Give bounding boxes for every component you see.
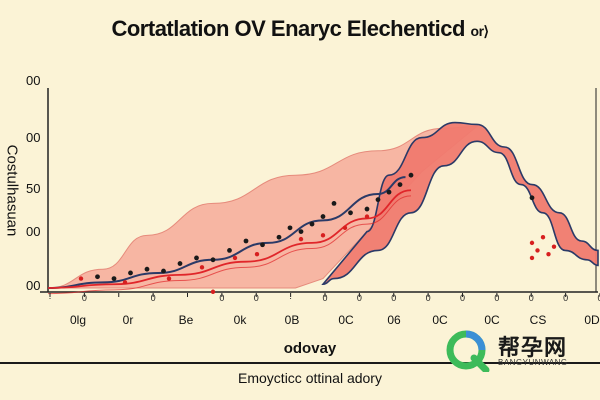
- black-data-point: [397, 182, 403, 188]
- x-tick-bottom-label: 0B: [285, 313, 300, 327]
- red-data-point: [232, 255, 238, 261]
- black-data-point: [298, 229, 304, 235]
- black-data-point: [320, 214, 326, 219]
- x-tick-top-label: 0: [460, 293, 465, 303]
- black-data-point: [287, 225, 293, 231]
- x-tick-bottom-label: 0D: [584, 313, 600, 327]
- red-data-point: [298, 236, 304, 242]
- y-tick-label: 00: [26, 278, 40, 293]
- x-tick-bottom-label: 0lg: [70, 313, 86, 327]
- x-tick-top-label: 0: [529, 293, 534, 303]
- black-data-point: [128, 270, 133, 276]
- red-trend-line-secondary: [47, 195, 412, 295]
- black-data-point: [529, 195, 535, 201]
- red-data-point: [546, 251, 551, 257]
- x-tick-top-label: 0: [254, 293, 259, 303]
- red-data-point: [535, 248, 540, 253]
- red-peak-area: [321, 121, 599, 286]
- y-tick-label: 00: [26, 73, 40, 88]
- red-data-point: [540, 235, 546, 240]
- x-axis-label: odovay: [283, 340, 337, 357]
- red-data-point: [551, 244, 557, 249]
- black-data-point: [408, 172, 414, 178]
- black-data-point: [243, 238, 249, 244]
- watermark-logo-icon: [446, 330, 490, 372]
- x-tick-top-label: 0: [597, 293, 600, 303]
- x-tick-top-label: 0: [219, 293, 224, 303]
- watermark-name: 帮孕网: [498, 335, 568, 360]
- x-tick-top-label: 0: [322, 293, 327, 303]
- black-data-point: [227, 248, 232, 253]
- footer-divider: [0, 362, 600, 364]
- chart-caption: Emoycticc ottinal adory: [238, 370, 382, 386]
- black-data-point: [260, 242, 265, 248]
- x-tick-bottom-label: 0C: [338, 313, 354, 327]
- black-data-point: [348, 210, 353, 216]
- black-data-point: [375, 197, 381, 203]
- black-data-point: [364, 206, 370, 212]
- chart-title: Cortatlation OV Enaryc Elechenticd or⟩: [0, 16, 600, 42]
- x-tick-top-label: ·: [49, 293, 52, 303]
- black-data-point: [309, 221, 315, 227]
- black-data-point: [144, 266, 150, 272]
- black-data-point: [111, 276, 117, 281]
- black-data-point: [161, 268, 166, 274]
- x-tick-top-label: ·: [289, 293, 292, 303]
- red-data-point: [529, 240, 535, 246]
- x-tick-top-label: 0: [391, 293, 396, 303]
- x-tick-bottom-label: 0C: [432, 313, 448, 327]
- black-data-point: [276, 234, 282, 240]
- black-data-point: [177, 261, 183, 266]
- black-data-point: [331, 201, 337, 206]
- black-data-point: [194, 255, 199, 261]
- chart-title-suffix: or⟩: [470, 23, 489, 39]
- red-data-point: [122, 280, 128, 285]
- y-tick-label: 00: [26, 224, 40, 239]
- x-tick-top-label: 0: [426, 293, 431, 303]
- watermark: 帮孕网 BANGYUNWANG: [446, 330, 596, 372]
- red-data-point: [199, 265, 205, 270]
- x-tick-top-label: 0: [357, 293, 362, 303]
- y-tick-label: 00: [26, 130, 40, 145]
- watermark-subtitle: BANGYUNWANG: [498, 358, 568, 367]
- x-tick-bottom-label: Be: [179, 313, 194, 327]
- red-data-point: [342, 225, 348, 231]
- red-data-point: [529, 255, 535, 261]
- red-data-point: [320, 233, 326, 238]
- x-tick-bottom-label: 0k: [234, 313, 248, 327]
- red-data-point: [210, 289, 216, 294]
- x-tick-bottom-label: CS: [530, 313, 547, 327]
- red-data-point: [254, 251, 260, 257]
- chart-title-text: Cortatlation OV Enaryc Elechenticd: [111, 16, 465, 41]
- black-data-point: [95, 274, 100, 280]
- y-tick-label: 50: [26, 181, 40, 196]
- x-tick-top-label: 0: [151, 293, 156, 303]
- red-data-point: [364, 214, 370, 219]
- red-data-point: [166, 276, 172, 281]
- x-tick-bottom-label: 06: [387, 313, 401, 327]
- black-data-point: [210, 257, 216, 263]
- black-data-point: [386, 189, 392, 195]
- x-tick-top-label: 0: [82, 293, 87, 303]
- red-data-point: [78, 276, 84, 281]
- x-tick-bottom-label: 0r: [123, 313, 134, 327]
- trend-line: [47, 176, 406, 289]
- x-tick-top-label: 0: [494, 293, 499, 303]
- x-tick-bottom-label: 0C: [484, 313, 500, 327]
- x-tick-top-label: 0: [563, 293, 568, 303]
